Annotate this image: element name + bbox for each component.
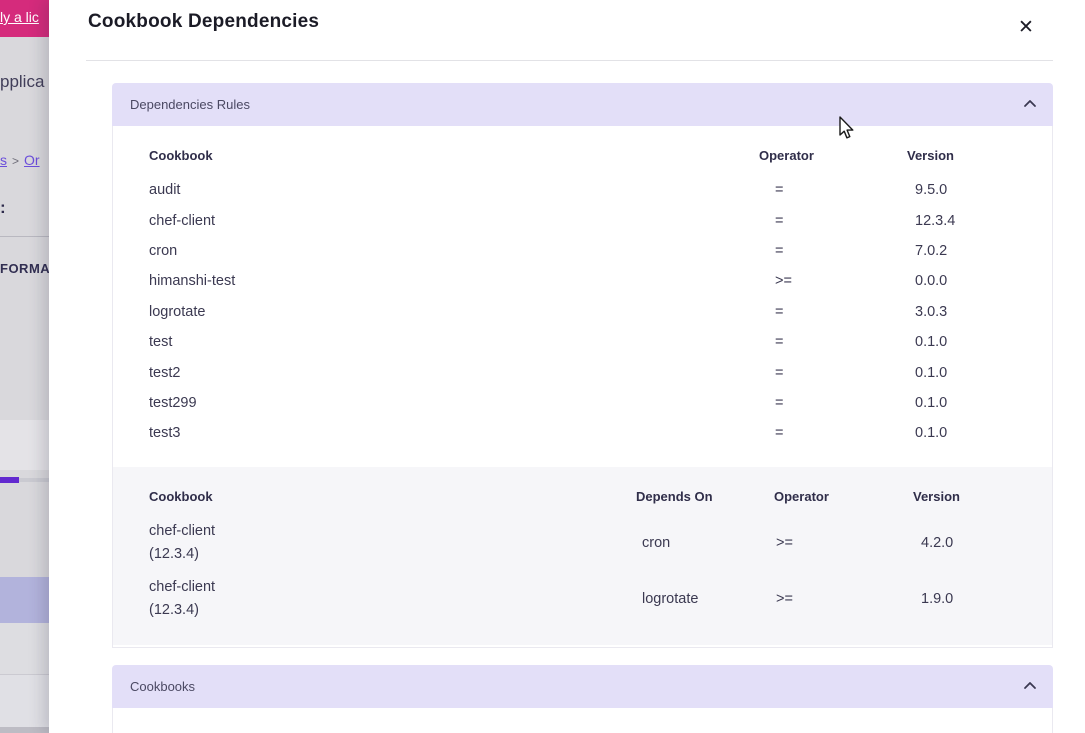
table-row: chef-client (12.3.4) logrotate >= 1.9.0 xyxy=(113,571,1052,627)
cell-version: 4.2.0 xyxy=(921,535,954,551)
table-row: himanshi-test >= 0.0.0 xyxy=(113,266,1052,296)
table-row: test = 0.1.0 xyxy=(113,327,1052,357)
table-row: audit = 9.5.0 xyxy=(113,175,1052,205)
accordion-cookbooks[interactable]: Cookbooks xyxy=(112,665,1053,708)
cell-cookbook: audit xyxy=(149,182,181,199)
cookbooks-table-header: Cookbook Count Used Operator Version xyxy=(113,725,1052,733)
rules-table-header: Cookbook Operator Version xyxy=(113,139,1052,171)
breadcrumb-link-1[interactable]: s xyxy=(0,152,7,168)
cell-operator: = xyxy=(775,425,784,442)
cell-operator: = xyxy=(775,212,784,229)
dependencies-rules-panel: Cookbook Operator Version audit = 9.5.0 … xyxy=(112,126,1053,648)
background-panel xyxy=(0,420,49,470)
background-list-row xyxy=(0,675,49,727)
table-row: chef-client = 12.3.4 xyxy=(113,205,1052,235)
background-page: ly a lic pplica s > Or : FORMA xyxy=(0,0,49,733)
accordion-dependencies-rules[interactable]: Dependencies Rules xyxy=(112,83,1053,126)
accordion-label: Cookbooks xyxy=(130,679,196,694)
cell-cookbook: chef-client (12.3.4) xyxy=(149,523,216,562)
cell-cookbook: cron xyxy=(149,242,178,259)
column-header: Operator xyxy=(774,488,829,504)
cell-operator: = xyxy=(775,182,784,199)
chevron-up-icon xyxy=(1023,681,1037,690)
depends-table-header: Cookbook Depends On Operator Version xyxy=(113,480,1052,512)
depends-table-section: Cookbook Depends On Operator Version che… xyxy=(113,467,1052,645)
cell-version: 3.0.3 xyxy=(915,303,948,320)
modal-title: Cookbook Dependencies xyxy=(88,11,320,32)
close-icon[interactable]: ✕ xyxy=(1011,13,1041,43)
cell-version: 0.1.0 xyxy=(915,334,948,351)
background-list-row xyxy=(0,623,49,675)
cell-operator: = xyxy=(775,334,784,351)
background-footer-strip xyxy=(0,727,49,733)
cell-version: 0.1.0 xyxy=(915,425,948,442)
cell-operator: = xyxy=(775,394,784,411)
background-page-heading: pplica xyxy=(0,72,45,91)
column-header: Depends On xyxy=(636,488,713,504)
column-header: Version xyxy=(907,147,954,163)
license-banner: ly a lic xyxy=(0,0,49,37)
cell-version: 12.3.4 xyxy=(915,212,956,229)
cookbook-dependencies-modal: Cookbook Dependencies ✕ Dependencies Rul… xyxy=(49,0,1085,733)
background-title-fragment: : xyxy=(0,198,6,217)
table-row: logrotate = 3.0.3 xyxy=(113,297,1052,327)
cell-version: 0.0.0 xyxy=(915,273,948,290)
cell-operator: = xyxy=(775,364,784,381)
column-header: Operator xyxy=(759,147,814,163)
background-selected-row xyxy=(0,577,49,623)
rules-table-body: audit = 9.5.0 chef-client = 12.3.4 cron … xyxy=(113,175,1052,449)
cell-operator: = xyxy=(775,303,784,320)
breadcrumb: s > Or xyxy=(0,152,49,168)
cell-version: 1.9.0 xyxy=(921,591,954,607)
cell-cookbook: himanshi-test xyxy=(149,273,236,290)
progress-bar-fill xyxy=(0,477,19,483)
cell-operator: >= xyxy=(775,273,792,290)
column-header: Cookbook xyxy=(149,147,213,163)
table-row: test3 = 0.1.0 xyxy=(113,418,1052,448)
cell-version: 0.1.0 xyxy=(915,364,948,381)
cell-depends-on: logrotate xyxy=(642,591,699,607)
breadcrumb-separator: > xyxy=(12,154,20,168)
cell-version: 9.5.0 xyxy=(915,182,948,199)
cell-operator: >= xyxy=(776,591,793,607)
cell-operator: = xyxy=(775,242,784,259)
chevron-up-icon xyxy=(1023,99,1037,108)
cell-version: 7.0.2 xyxy=(915,242,948,259)
license-banner-link[interactable]: ly a lic xyxy=(0,9,39,25)
breadcrumb-link-2[interactable]: Or xyxy=(24,152,40,168)
cell-cookbook: test299 xyxy=(149,394,197,411)
table-row: chef-client (12.3.4) cron >= 4.2.0 xyxy=(113,515,1052,571)
cell-cookbook: chef-client xyxy=(149,212,216,229)
cell-cookbook: logrotate xyxy=(149,303,206,320)
table-row: cron = 7.0.2 xyxy=(113,236,1052,266)
background-divider xyxy=(0,236,49,237)
cell-cookbook: test xyxy=(149,334,173,351)
cell-version: 0.1.0 xyxy=(915,394,948,411)
column-header: Version xyxy=(913,488,960,504)
accordion-label: Dependencies Rules xyxy=(130,97,250,112)
table-row: test2 = 0.1.0 xyxy=(113,357,1052,387)
cell-depends-on: cron xyxy=(642,535,671,551)
background-tab-fragment: FORMA xyxy=(0,261,49,276)
cell-cookbook: chef-client (12.3.4) xyxy=(149,579,216,618)
cell-cookbook: test2 xyxy=(149,364,181,381)
cookbooks-panel: Cookbook Count Used Operator Version xyxy=(112,708,1053,733)
column-header: Cookbook xyxy=(149,488,213,504)
progress-bar-track xyxy=(19,478,49,482)
cell-cookbook: test3 xyxy=(149,425,181,442)
cell-operator: >= xyxy=(776,535,793,551)
table-row: test299 = 0.1.0 xyxy=(113,388,1052,418)
title-divider xyxy=(86,60,1053,61)
